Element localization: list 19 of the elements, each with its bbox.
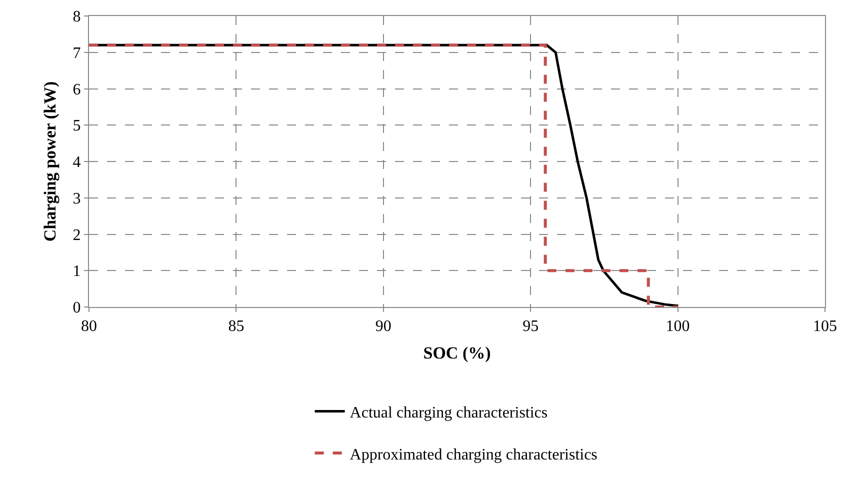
y-tick-label: 8: [72, 8, 81, 26]
x-tick-label: 90: [375, 318, 392, 336]
y-tick-label: 4: [72, 154, 81, 172]
y-tick-label: 1: [72, 263, 81, 280]
y-tick-label: 0: [72, 300, 81, 317]
x-tick-label: 95: [522, 318, 539, 336]
legend-label: Actual charging characteristics: [350, 404, 548, 422]
legend-label: Approximated charging characteristics: [350, 446, 598, 464]
x-tick-label: 100: [666, 318, 690, 336]
x-axis-title: SOC (%): [423, 344, 491, 363]
x-tick-label: 85: [228, 318, 244, 336]
y-tick-label: 6: [72, 81, 81, 98]
y-axis-title: Charging power (kW): [40, 81, 60, 242]
y-tick-label: 7: [72, 44, 81, 62]
y-tick-label: 2: [72, 226, 81, 244]
y-tick-label: 3: [72, 190, 81, 208]
x-tick-label: 80: [81, 318, 97, 336]
y-tick-label: 5: [72, 118, 81, 135]
x-tick-label: 105: [813, 318, 837, 336]
